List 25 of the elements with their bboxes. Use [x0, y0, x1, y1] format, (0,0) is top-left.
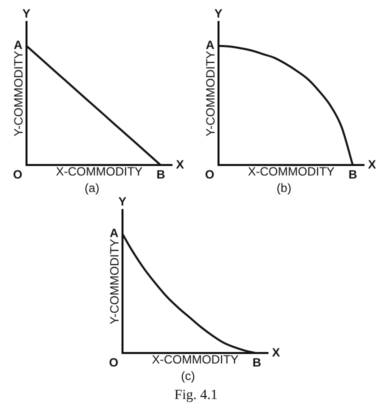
x-axis-title: X-COMMODITY: [152, 352, 239, 367]
text: X: [272, 346, 280, 360]
text: B: [252, 356, 262, 370]
y-axis-title: Y-COMMODITY: [108, 238, 122, 324]
y-axis-title: Y-COMMODITY: [204, 50, 218, 136]
text: A: [110, 226, 119, 240]
text: O: [13, 168, 22, 182]
text: Y: [118, 194, 126, 208]
text: (b): [276, 181, 292, 196]
text: A: [206, 38, 215, 52]
text: Y: [22, 6, 30, 20]
text: (a): [84, 181, 100, 196]
text: B: [156, 168, 166, 182]
x-axis-title: X-COMMODITY: [248, 164, 335, 179]
text: X: [176, 158, 184, 172]
text: B: [348, 168, 358, 182]
text: O: [205, 168, 214, 182]
text: X: [368, 158, 376, 172]
text: A: [14, 38, 23, 52]
text: O: [109, 356, 118, 370]
x-axis-title: X-COMMODITY: [56, 164, 143, 179]
caption: Fig. 4.1: [173, 388, 219, 404]
y-axis-title: Y-COMMODITY: [12, 50, 26, 136]
text: (c): [181, 369, 195, 384]
text: Y: [214, 6, 222, 20]
